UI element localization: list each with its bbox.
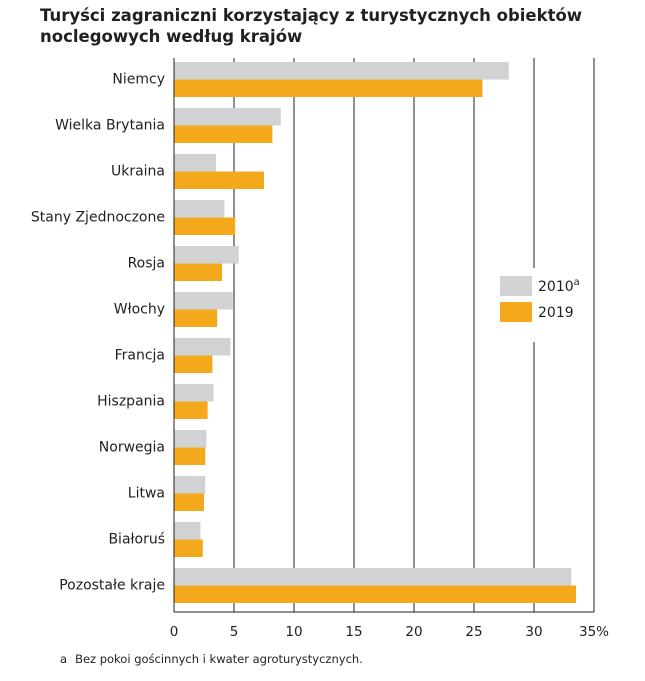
- x-tick-label: 30: [525, 624, 542, 640]
- bar-2019-11: [174, 539, 203, 557]
- bar-2010-7: [174, 338, 231, 356]
- x-tick-label: 20: [405, 624, 422, 640]
- category-label: Włochy: [114, 302, 165, 318]
- bar-2010-11: [174, 522, 201, 540]
- bar-2019-1: [174, 79, 483, 97]
- category-label: Ukraina: [111, 164, 165, 180]
- bar-2019-10: [174, 493, 204, 511]
- bar-2010-8: [174, 384, 214, 402]
- bar-2019-4: [174, 217, 236, 235]
- x-tick-label: 15: [345, 624, 362, 640]
- footnote: a Bez pokoi gościnnych i kwater agroturys…: [60, 652, 363, 666]
- legend-swatch-2019: [500, 302, 532, 322]
- bar-2019-6: [174, 309, 218, 327]
- bar-2010-6: [174, 292, 233, 310]
- legend-swatch-2010: [500, 276, 532, 296]
- category-label: Niemcy: [112, 72, 165, 88]
- category-label: Norwegia: [99, 440, 165, 456]
- bar-2019-5: [174, 263, 222, 281]
- bar-2010-4: [174, 200, 225, 218]
- legend-superscript: a: [574, 277, 580, 288]
- bar-2019-3: [174, 171, 264, 189]
- bar-2010-5: [174, 246, 239, 264]
- category-label: Pozostałe kraje: [59, 578, 165, 594]
- category-label: Białoruś: [108, 532, 165, 548]
- category-label: Rosja: [128, 256, 165, 272]
- bar-2019-12: [174, 585, 576, 603]
- bar-2010-2: [174, 108, 281, 126]
- bar-2010-1: [174, 62, 509, 80]
- bar-2019-8: [174, 401, 208, 419]
- legend-label-2019: 2019: [538, 305, 574, 321]
- chart-title: Turyści zagraniczni korzystający z turys…: [40, 6, 583, 46]
- bar-2010-9: [174, 430, 207, 448]
- bar-2019-9: [174, 447, 206, 465]
- x-tick-label: 5: [230, 624, 239, 640]
- category-label: Litwa: [128, 486, 165, 502]
- category-label: Hiszpania: [97, 394, 165, 410]
- bar-2010-10: [174, 476, 206, 494]
- x-tick-label: 10: [285, 624, 302, 640]
- bar-2010-3: [174, 154, 216, 172]
- x-tick-label: 35%: [579, 624, 609, 640]
- category-label: Francja: [115, 348, 165, 364]
- footnote-text: Bez pokoi gościnnych i kwater agroturyst…: [75, 652, 363, 666]
- footnote-marker: a: [60, 652, 68, 666]
- category-label: Stany Zjednoczone: [31, 210, 165, 226]
- bar-2019-7: [174, 355, 213, 373]
- x-tick-label: 25: [465, 624, 482, 640]
- bar-2010-12: [174, 568, 572, 586]
- legend-label-2010: 2010a: [538, 277, 580, 295]
- category-label: Wielka Brytania: [55, 118, 165, 134]
- x-tick-label: 0: [170, 624, 179, 640]
- bar-2019-2: [174, 125, 273, 143]
